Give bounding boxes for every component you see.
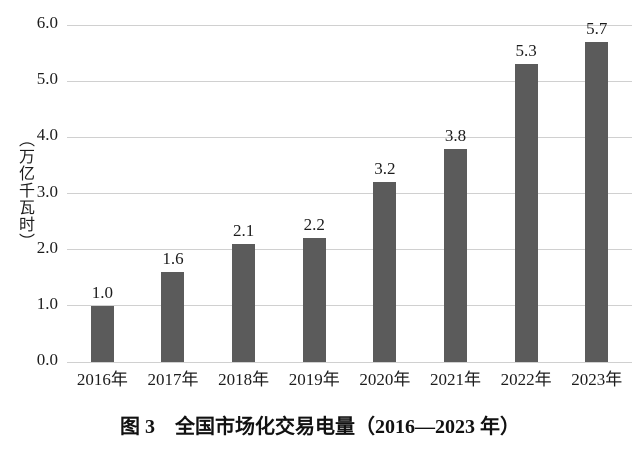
y-axis-title: （万亿千瓦时） xyxy=(16,130,33,250)
x-tick-label: 2021年 xyxy=(429,370,481,389)
bar-value-label: 5.3 xyxy=(515,41,537,61)
gridline xyxy=(67,80,632,82)
bar-value-label: 2.1 xyxy=(232,221,255,241)
bar-value-label: 5.7 xyxy=(586,18,608,38)
bar-2019年 xyxy=(302,238,326,362)
bar-2020年 xyxy=(373,182,397,362)
y-tick-label: 0.0 xyxy=(36,350,58,369)
gridline xyxy=(67,249,632,251)
gridline xyxy=(67,361,632,363)
y-tick-label: 6.0 xyxy=(36,13,58,32)
bar-2023年 xyxy=(585,41,609,362)
bar-value-label: 1.6 xyxy=(162,249,184,269)
gridline xyxy=(67,24,632,26)
y-axis-tick-labels: 0.0 1.0 2.0 3.0 4.0 5.0 6.0 xyxy=(0,14,58,369)
bar-2017年 xyxy=(161,272,185,362)
bar-2018年 xyxy=(232,244,256,362)
x-tick-label: 2020年 xyxy=(359,370,411,389)
plot-area: 1.0 1.6 2.1 2.2 3.2 3.8 5.3 5.7 xyxy=(67,19,632,363)
x-tick-label: 2023年 xyxy=(571,370,623,389)
x-tick-label: 2016年 xyxy=(76,370,128,389)
bar-2022年 xyxy=(514,64,538,362)
x-tick-label: 2022年 xyxy=(500,370,552,389)
bar-value-label: 3.2 xyxy=(374,159,396,179)
x-tick-label: 2017年 xyxy=(147,370,199,389)
y-tick-label: 5.0 xyxy=(36,69,58,89)
y-tick-label: 4.0 xyxy=(36,125,58,145)
y-tick-label: 1.0 xyxy=(36,293,58,313)
y-tick-label: 2.0 xyxy=(36,237,58,257)
bar-2021年 xyxy=(443,148,467,362)
gridline xyxy=(67,136,632,138)
x-tick-label: 2019年 xyxy=(288,370,340,389)
x-tick-label: 2018年 xyxy=(218,370,270,389)
x-axis-tick-labels: 2016年 2017年 2018年 2019年 2020年 2021年 2022年 2023年 xyxy=(67,369,632,393)
bar-2016年 xyxy=(90,305,114,362)
bar-value-label: 3.8 xyxy=(444,125,467,145)
y-tick-label: 3.0 xyxy=(36,181,58,201)
bar-value-label: 2.2 xyxy=(303,215,325,235)
gridline xyxy=(67,193,632,194)
bar-value-label: 1.0 xyxy=(91,282,113,302)
gridline xyxy=(67,305,632,307)
figure-caption: 图 3 全国市场化交易电量（2016—2023 年） xyxy=(120,416,520,438)
